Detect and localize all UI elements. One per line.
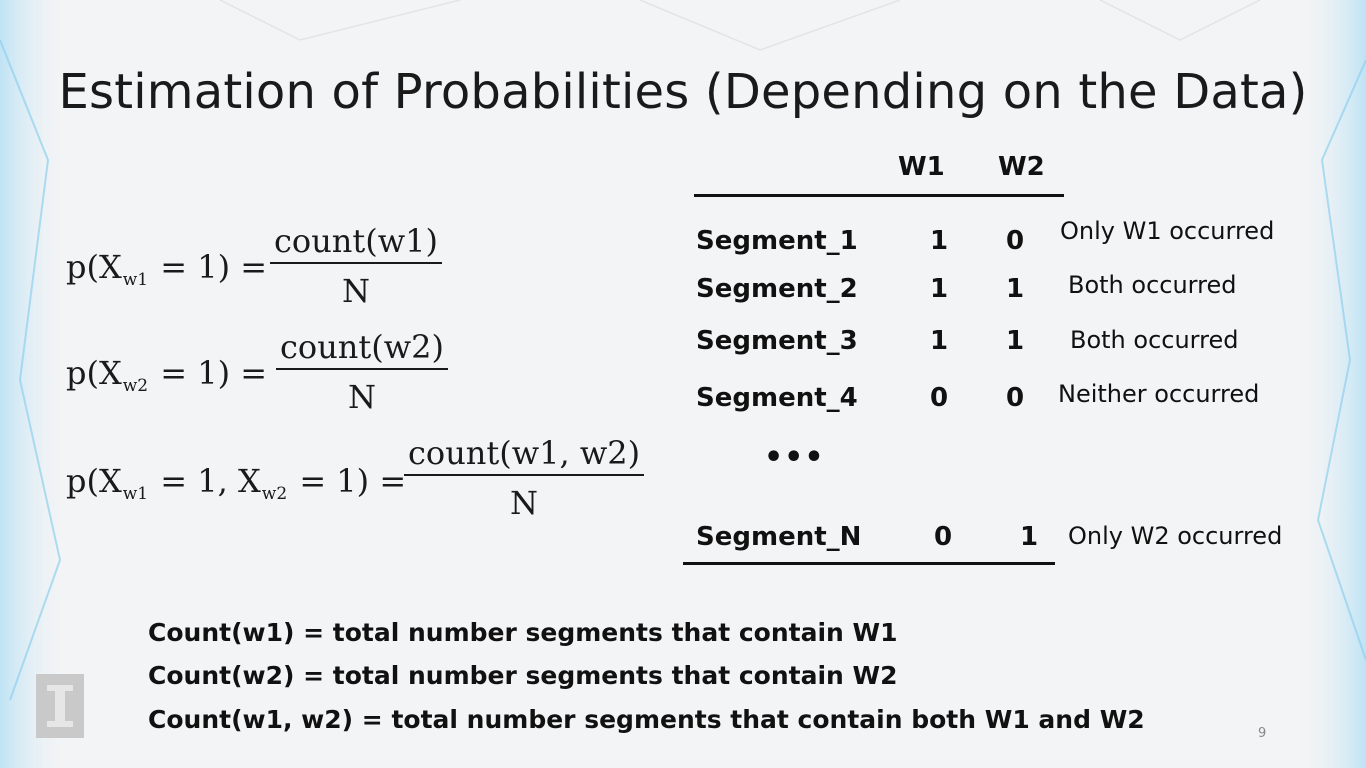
table-top-rule [694, 194, 1064, 197]
formula-subscript: w1 [122, 484, 149, 504]
cell-w2: 1 [1006, 326, 1025, 356]
numerator: count(w1) [270, 222, 442, 264]
column-header-w2: W2 [998, 152, 1045, 182]
cell-w1: 0 [934, 522, 953, 552]
formula-subscript: w1 [122, 270, 149, 290]
fraction: count(w1, w2) N [404, 434, 645, 522]
row-note: Both occurred [1068, 271, 1237, 299]
segment-label: Segment_1 [696, 226, 858, 256]
cell-w2: 1 [1020, 522, 1039, 552]
numerator: count(w1, w2) [404, 434, 645, 476]
cell-w1: 0 [930, 383, 949, 413]
definition-count-w1: Count(w1) = total number segments that c… [148, 618, 898, 647]
definition-count-joint: Count(w1, w2) = total number segments th… [148, 705, 1145, 734]
formula-lhs-prefix: p(X [66, 462, 122, 500]
formula-lhs: p(Xw2 = 1) = [66, 354, 267, 396]
row-note: Only W2 occurred [1068, 522, 1283, 550]
formula-lhs: p(Xw1 = 1, Xw2 = 1) = [66, 462, 406, 504]
formula-subscript: w2 [122, 376, 149, 396]
column-header-w1: W1 [898, 152, 945, 182]
formula-lhs: p(Xw1 = 1) = [66, 248, 267, 290]
denominator: N [341, 272, 370, 310]
cell-w2: 0 [1006, 226, 1025, 256]
page-number: 9 [1258, 726, 1267, 741]
cell-w2: 1 [1006, 274, 1025, 304]
formula-subscript-2: w2 [261, 484, 288, 504]
cell-w2: 0 [1006, 383, 1025, 413]
formula-lhs-prefix: p(X [66, 354, 122, 392]
formula-lhs-suffix: = 1) = [150, 354, 268, 392]
cell-w1: 1 [930, 274, 949, 304]
formula-lhs-prefix: p(X [66, 248, 122, 286]
segment-label: Segment_3 [696, 326, 858, 356]
definition-count-w2: Count(w2) = total number segments that c… [148, 661, 898, 690]
formula-lhs-suffix: = 1) = [289, 462, 407, 500]
ellipsis: ••• [764, 440, 825, 475]
formula-lhs-mid: = 1, X [150, 462, 261, 500]
row-note: Only W1 occurred [1060, 217, 1275, 245]
segment-label: Segment_4 [696, 383, 858, 413]
fraction: count(w1) N [270, 222, 442, 310]
fraction: count(w2) N [276, 328, 448, 416]
university-logo-icon [36, 674, 84, 738]
cell-w1: 1 [930, 326, 949, 356]
row-note: Neither occurred [1058, 380, 1260, 408]
row-note: Both occurred [1070, 326, 1239, 354]
denominator: N [510, 484, 539, 522]
table-bottom-rule [683, 562, 1055, 565]
denominator: N [347, 378, 376, 416]
formula-lhs-suffix: = 1) = [150, 248, 268, 286]
segment-label: Segment_2 [696, 274, 858, 304]
cell-w1: 1 [930, 226, 949, 256]
numerator: count(w2) [276, 328, 448, 370]
slide-title: Estimation of Probabilities (Depending o… [58, 64, 1308, 120]
segment-label: Segment_N [696, 522, 862, 552]
